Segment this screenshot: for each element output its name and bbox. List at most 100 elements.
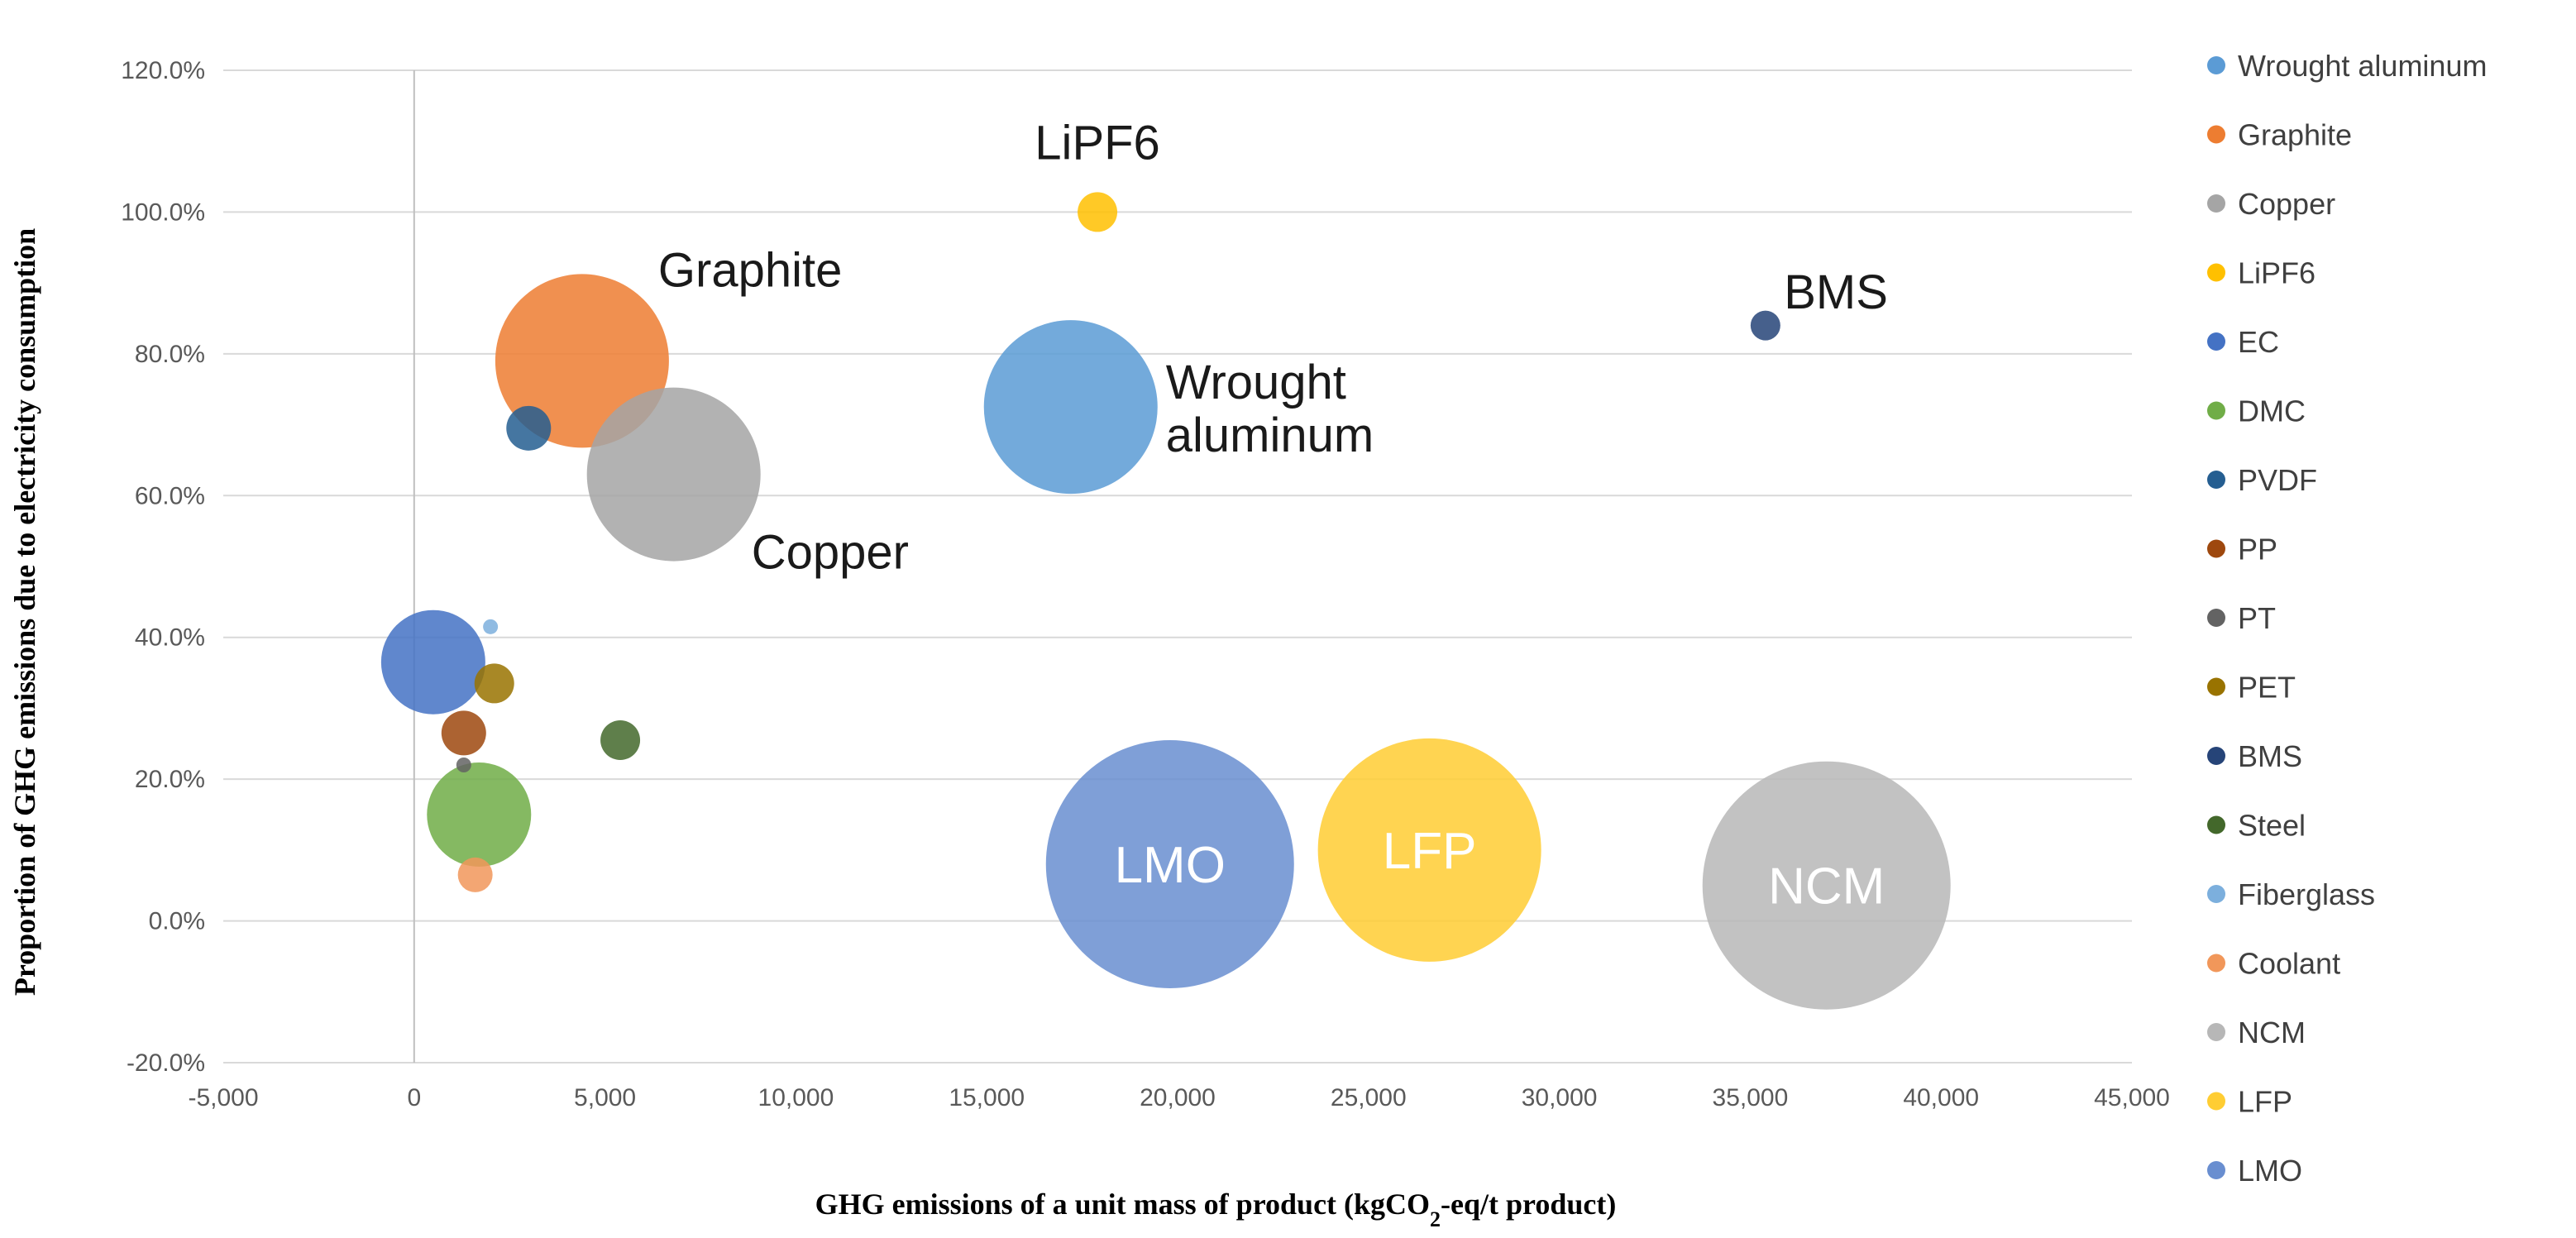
bubble-coolant	[457, 857, 493, 892]
legend-item-pp: PP	[2207, 533, 2277, 566]
bubbles	[380, 192, 1951, 1010]
x-tick-label: 35,000	[1713, 1084, 1789, 1111]
legend-marker	[2207, 332, 2225, 351]
legend-label: LMO	[2238, 1154, 2302, 1188]
y-tick-label: 120.0%	[121, 57, 205, 84]
y-tick-label: 60.0%	[135, 482, 205, 509]
bubble-copper	[586, 387, 761, 562]
y-axis-title: Proportion of GHG emissions due to elect…	[8, 228, 41, 996]
legend-marker	[2207, 401, 2225, 420]
bubble-ec	[380, 609, 485, 715]
bubble-lipf6	[1078, 192, 1118, 232]
legend: Wrought aluminum Graphite Copper LiPF6 EC DMC…	[2207, 49, 2487, 1188]
legend-marker	[2207, 677, 2225, 696]
bubble-labels: Wrought aluminum Graphite Copper LiPF6 BMS NCM…	[658, 116, 1888, 915]
x-tick-label: 15,000	[949, 1084, 1025, 1111]
legend-item-lipf6: LiPF6	[2207, 256, 2316, 290]
legend-item-ncm: NCM	[2207, 1016, 2306, 1049]
legend-item-ec: EC	[2207, 325, 2279, 359]
legend-item-wrought-aluminum: Wrought aluminum	[2207, 49, 2487, 83]
legend-marker	[2207, 125, 2225, 144]
tick-labels: -20.0% 0.0% 20.0% 40.0% 60.0% 80.0% 100.0% 120.…	[121, 57, 2170, 1111]
legend-item-copper: Copper	[2207, 187, 2335, 221]
x-tick-label: 10,000	[758, 1084, 834, 1111]
bubble-lmo	[1045, 740, 1294, 988]
bubble-pet	[474, 663, 514, 704]
bubble-label-lfp: LFP	[1383, 823, 1477, 880]
legend-item-bms: BMS	[2207, 739, 2302, 773]
legend-marker	[2207, 609, 2225, 627]
bubble-steel	[600, 720, 641, 760]
x-tick-label: -5,000	[188, 1084, 258, 1111]
legend-label: LiPF6	[2238, 256, 2316, 290]
y-tick-label: 80.0%	[135, 341, 205, 368]
legend-label: PET	[2238, 671, 2296, 705]
bubble-label-copper: Copper	[752, 526, 909, 580]
x-tick-label: 40,000	[1903, 1084, 1979, 1111]
bubble-pp	[441, 710, 486, 756]
bubble-lfp	[1317, 738, 1541, 962]
legend-label: Fiberglass	[2238, 877, 2375, 911]
legend-marker	[2207, 815, 2225, 834]
bubble-label-lmo: LMO	[1115, 837, 1226, 894]
y-tick-label: 100.0%	[121, 198, 205, 226]
bubble-label-graphite: Graphite	[658, 243, 842, 297]
bubble-label-lipf6: LiPF6	[1035, 116, 1160, 170]
legend-label: Coolant	[2238, 947, 2340, 981]
legend-marker	[2207, 56, 2225, 74]
x-tick-label: 30,000	[1522, 1084, 1598, 1111]
legend-marker	[2207, 954, 2225, 973]
legend-item-steel: Steel	[2207, 809, 2306, 843]
legend-marker	[2207, 885, 2225, 903]
legend-item-graphite: Graphite	[2207, 118, 2352, 152]
legend-label: Copper	[2238, 187, 2335, 221]
bubble-dmc	[427, 762, 532, 867]
bubble-label-wrought-aluminum: Wrought aluminum	[1166, 356, 1374, 462]
legend-marker	[2207, 1092, 2225, 1111]
legend-label: PVDF	[2238, 463, 2317, 497]
legend-label: Graphite	[2238, 118, 2352, 152]
legend-label: BMS	[2238, 739, 2302, 773]
bubble-bms	[1750, 310, 1780, 341]
bubble-wrought-aluminum	[983, 320, 1158, 495]
x-tick-label: 5,000	[574, 1084, 636, 1111]
legend-item-pt: PT	[2207, 601, 2276, 635]
bubble-label-ncm: NCM	[1768, 858, 1885, 915]
legend-marker	[2207, 747, 2225, 765]
y-tick-label: 20.0%	[135, 766, 205, 793]
bubble-pvdf	[506, 405, 552, 451]
legend-marker	[2207, 1023, 2225, 1041]
legend-item-coolant: Coolant	[2207, 947, 2340, 981]
legend-item-pet: PET	[2207, 671, 2296, 705]
legend-label: EC	[2238, 325, 2279, 359]
y-tick-label: 40.0%	[135, 624, 205, 652]
legend-label: PT	[2238, 601, 2276, 635]
x-tick-label: 20,000	[1140, 1084, 1216, 1111]
x-axis-title: GHG emissions of a unit mass of product …	[815, 1188, 1617, 1231]
bubble-fiberglass	[483, 619, 499, 634]
legend-label: Steel	[2238, 809, 2306, 843]
x-tick-label: 25,000	[1331, 1084, 1407, 1111]
legend-marker	[2207, 263, 2225, 282]
y-tick-label: 0.0%	[149, 908, 205, 935]
y-tick-label: -20.0%	[127, 1049, 205, 1077]
legend-label: PP	[2238, 533, 2277, 566]
legend-item-pvdf: PVDF	[2207, 463, 2317, 497]
legend-marker	[2207, 1161, 2225, 1179]
x-tick-label: 0	[407, 1084, 421, 1111]
bubble-label-bms: BMS	[1784, 265, 1888, 319]
legend-marker	[2207, 471, 2225, 489]
legend-item-lmo: LMO	[2207, 1154, 2302, 1188]
legend-label: DMC	[2238, 394, 2306, 428]
legend-marker	[2207, 194, 2225, 213]
x-tick-label: 45,000	[2094, 1084, 2170, 1111]
legend-label: Wrought aluminum	[2238, 49, 2487, 83]
legend-label: LFP	[2238, 1085, 2292, 1119]
bubble-ncm	[1702, 761, 1951, 1010]
legend-item-fiberglass: Fiberglass	[2207, 877, 2375, 911]
legend-item-dmc: DMC	[2207, 394, 2306, 428]
bubble-pt	[456, 758, 471, 772]
legend-marker	[2207, 539, 2225, 558]
legend-label: NCM	[2238, 1016, 2306, 1049]
